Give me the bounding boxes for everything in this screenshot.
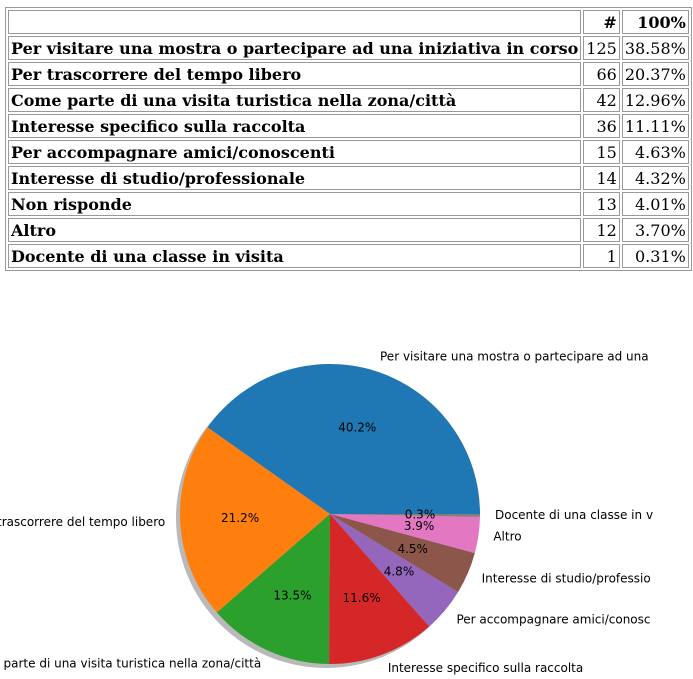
slice-label: e parte di una visita turistica nella zo… [0, 656, 261, 670]
label-cell: Per accompagnare amici/conoscenti [8, 140, 582, 164]
number-cell: 4.01% [621, 192, 689, 216]
label-cell: Interesse specifico sulla raccolta [8, 114, 582, 138]
percent-label: 40.2% [338, 421, 376, 435]
pie-slice [216, 514, 330, 664]
number-cell: 14 [583, 166, 620, 190]
table-row: Non risponde 13 4.01% [8, 192, 689, 216]
number-cell: 0.31% [621, 244, 689, 268]
number-cell: 38.58% [621, 36, 689, 60]
table-row: Altro 12 3.70% [8, 218, 689, 242]
number-cell: 3.70% [621, 218, 689, 242]
header-cell: # [583, 10, 620, 34]
slice-label: Interesse specifico sulla raccolta [388, 661, 583, 675]
number-cell: 12 [583, 218, 620, 242]
number-cell: 125 [583, 36, 620, 60]
number-cell: 4.63% [621, 140, 689, 164]
pie-slice [330, 514, 475, 592]
number-cell: 42 [583, 88, 620, 112]
summary-table: #100% Per visitare una mostra o partecipa… [5, 7, 692, 271]
number-cell: 15 [583, 140, 620, 164]
slice-label: Per accompagnare amici/conosc [456, 612, 650, 626]
number-cell: 12.96% [621, 88, 689, 112]
label-cell: Interesse di studio/professionale [8, 166, 582, 190]
percent-label: 0.3% [405, 507, 436, 521]
percent-label: 21.2% [221, 511, 259, 525]
pie-chart: Per visitare una mostra o partecipare ad… [0, 349, 653, 675]
percent-label: 4.8% [384, 564, 415, 578]
label-cell: Non risponde [8, 192, 582, 216]
label-cell: Docente di una classe in visita [8, 244, 582, 268]
pie-slice [330, 514, 480, 554]
percent-label: 3.9% [404, 519, 435, 533]
label-cell: Come parte di una visita turistica nella… [8, 88, 582, 112]
slice-label: Per visitare una mostra o partecipare ad… [380, 349, 649, 363]
percent-label: 11.6% [342, 591, 380, 605]
label-cell: Per visitare una mostra o partecipare ad… [8, 36, 582, 60]
number-cell: 36 [583, 114, 620, 138]
label-cell: Altro [8, 218, 582, 242]
table-row: Interesse di studio/professionale 14 4.32% [8, 166, 689, 190]
pie-slice [207, 364, 481, 514]
percent-label: 4.5% [397, 542, 428, 556]
table-row: Docente di una classe in visita 1 0.31% [8, 244, 689, 268]
table-row: Per visitare una mostra o partecipare ad… [8, 36, 689, 60]
table-row: Per accompagnare amici/conoscenti 15 4.63% [8, 140, 689, 164]
percent-label: 13.5% [273, 588, 311, 602]
slice-label: Interesse di studio/professio [482, 572, 651, 586]
pie-slice [330, 514, 480, 517]
number-cell: 20.37% [621, 62, 689, 86]
number-cell: 1 [583, 244, 620, 268]
table-row: Interesse specifico sulla raccolta 36 11.1… [8, 114, 689, 138]
number-cell: 13 [583, 192, 620, 216]
label-cell: Per trascorrere del tempo libero [8, 62, 582, 86]
pie-slice [330, 514, 459, 627]
number-cell: 4.32% [621, 166, 689, 190]
table-row: Per trascorrere del tempo libero 66 20.37% [8, 62, 689, 86]
header-cell: 100% [621, 10, 689, 34]
slice-label: trascorrere del tempo libero [0, 515, 165, 529]
slice-label: Docente di una classe in v [495, 508, 653, 522]
table-row: Come parte di una visita turistica nella… [8, 88, 689, 112]
number-cell: 66 [583, 62, 620, 86]
number-cell: 11.11% [621, 114, 689, 138]
pie-slice [180, 427, 330, 613]
pie-slice [329, 514, 430, 664]
header-cell [8, 10, 582, 34]
slice-label: Altro [493, 530, 521, 544]
